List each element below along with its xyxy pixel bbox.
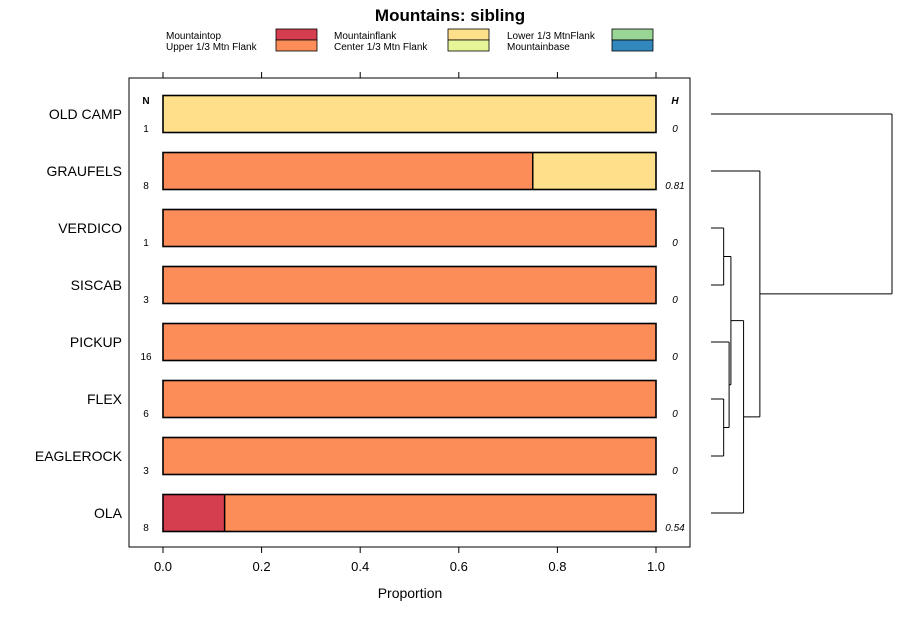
n-value-verdico: 1 <box>143 238 149 249</box>
n-value-graufels: 8 <box>143 181 149 192</box>
bar-siscab-upper-1-3-mtn-flank <box>163 266 656 304</box>
legend-label-center-1-3-mtn-flank: Center 1/3 Mtn Flank <box>334 42 428 53</box>
category-label-siscab: SISCAB <box>71 277 122 293</box>
bar-outline-verdico <box>162 208 657 248</box>
legend-swatch-mountainflank <box>447 28 490 41</box>
h-value-flex: 0 <box>672 409 678 420</box>
bar-outline-flex <box>162 379 657 419</box>
bar-rows: OLD CAMP 1 0 GRAUFELS 8 0.81 VERDICO 1 0 SISCAB 3 0… <box>35 94 685 534</box>
n-column-header: N <box>142 96 149 107</box>
bar-pickup-upper-1-3-mtn-flank <box>163 323 656 361</box>
bar-outline-pickup <box>162 322 657 362</box>
bar-outline-siscab <box>162 265 657 305</box>
h-value-graufels: 0.81 <box>665 181 684 192</box>
category-label-graufels: GRAUFELS <box>47 163 122 179</box>
legend-label-mountainflank: Mountainflank <box>334 31 397 42</box>
x-tick-label: 0.8 <box>548 559 566 574</box>
bar-outline-old-camp <box>162 94 657 134</box>
n-value-flex: 6 <box>143 409 149 420</box>
h-value-siscab: 0 <box>672 295 678 306</box>
x-axis-title: Proportion <box>378 585 443 601</box>
bar-old-camp-mountainflank <box>163 95 656 133</box>
legend-swatch-lower-1-3-mtnflank <box>611 28 654 41</box>
bar-ola-mountaintop <box>163 494 225 532</box>
h-value-ola: 0.54 <box>665 523 685 534</box>
category-label-verdico: VERDICO <box>58 220 122 236</box>
bar-flex-upper-1-3-mtn-flank <box>163 380 656 418</box>
h-value-verdico: 0 <box>672 238 678 249</box>
bar-outline-ola <box>162 493 657 533</box>
legend-swatch-mountainbase <box>611 39 654 52</box>
legend-label-upper-1-3-mtn-flank: Upper 1/3 Mtn Flank <box>166 42 258 53</box>
legend-swatch-upper-1-3-mtn-flank <box>275 39 318 52</box>
n-value-ola: 8 <box>143 523 149 534</box>
h-value-old-camp: 0 <box>672 124 678 135</box>
legend-swatch-center-1-3-mtn-flank <box>447 39 490 52</box>
n-value-pickup: 16 <box>140 352 152 363</box>
bar-outline-graufels <box>162 151 657 191</box>
bar-verdico-upper-1-3-mtn-flank <box>163 209 656 247</box>
category-label-old-camp: OLD CAMP <box>49 106 122 122</box>
legend-swatch-mountaintop <box>275 28 318 41</box>
h-column-header: H <box>671 96 679 107</box>
legend-label-mountaintop: Mountaintop <box>166 31 221 42</box>
x-tick-label: 0.2 <box>253 559 271 574</box>
h-value-pickup: 0 <box>672 352 678 363</box>
n-value-siscab: 3 <box>143 295 149 306</box>
bar-eaglerock-upper-1-3-mtn-flank <box>163 437 656 475</box>
category-label-flex: FLEX <box>87 391 123 407</box>
plot-frame <box>128 77 691 548</box>
category-label-pickup: PICKUP <box>70 334 122 350</box>
legend-label-mountainbase: Mountainbase <box>507 42 570 53</box>
chart-title: Mountains: sibling <box>375 6 525 25</box>
category-label-eaglerock: EAGLEROCK <box>35 448 123 464</box>
bar-outline-eaglerock <box>162 436 657 476</box>
legend-label-lower-1-3-mtnflank: Lower 1/3 MtnFlank <box>507 31 596 42</box>
n-value-eaglerock: 3 <box>143 466 149 477</box>
x-tick-label: 0.0 <box>154 559 172 574</box>
x-tick-label: 1.0 <box>647 559 665 574</box>
bar-graufels-mountainflank <box>532 152 656 190</box>
category-label-ola: OLA <box>94 505 123 521</box>
bar-graufels-upper-1-3-mtn-flank <box>163 152 533 190</box>
h-value-eaglerock: 0 <box>672 466 678 477</box>
n-value-old-camp: 1 <box>143 124 149 135</box>
x-tick-label: 0.4 <box>351 559 369 574</box>
bar-ola-upper-1-3-mtn-flank <box>224 494 656 532</box>
x-axis: 0.0 0.2 0.4 0.6 0.8 1.0 <box>154 72 665 574</box>
x-tick-label: 0.6 <box>450 559 468 574</box>
dendrogram <box>711 113 893 514</box>
